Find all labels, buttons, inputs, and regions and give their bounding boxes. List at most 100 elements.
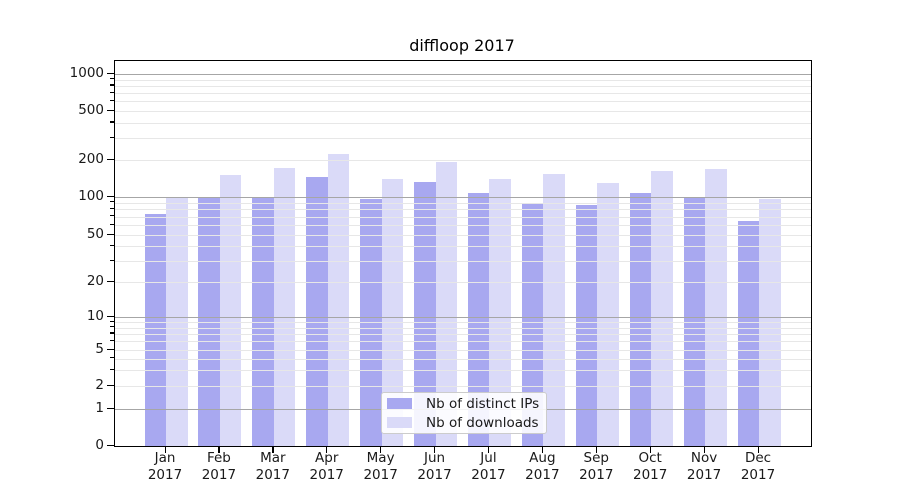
x-tick-label: Feb 2017: [179, 450, 259, 483]
bar-downloads: [543, 173, 565, 446]
x-tick-label-month: Apr: [315, 450, 339, 466]
major-gridline: [115, 74, 811, 75]
minor-gridline: [115, 209, 811, 211]
x-tick-label-year: 2017: [525, 466, 560, 483]
bar-distinct-ips: [414, 181, 436, 446]
y-minor-tick: [110, 91, 114, 93]
minor-gridline: [115, 79, 811, 81]
y-tick-label: 50: [86, 226, 104, 242]
x-tick-label-year: 2017: [363, 466, 398, 483]
major-gridline: [115, 317, 811, 318]
bar-distinct-ips: [306, 177, 328, 446]
x-tick-label-month: May: [366, 450, 395, 466]
y-minor-tick: [110, 223, 114, 225]
y-minor-tick: [110, 207, 114, 209]
minor-gridline: [115, 138, 811, 140]
y-tick: [107, 195, 114, 197]
x-tick-label: Mar 2017: [233, 450, 313, 483]
x-tick-label-month: Sep: [583, 450, 609, 466]
bar-downloads: [166, 197, 188, 446]
x-tick: [272, 446, 274, 453]
minor-gridline: [115, 282, 811, 283]
x-tick-label: Apr 2017: [287, 450, 367, 483]
minor-gridline: [115, 93, 811, 95]
x-tick: [541, 446, 544, 453]
bar-downloads: [705, 169, 727, 446]
minor-gridline: [115, 216, 811, 218]
y-tick-label: 100: [78, 188, 104, 204]
minor-gridline: [115, 350, 811, 351]
minor-gridline: [115, 246, 811, 248]
minor-gridline: [115, 111, 811, 112]
y-minor-tick: [110, 84, 114, 86]
legend-swatch-downloads: [387, 417, 412, 428]
bar-downloads: [219, 175, 242, 446]
y-tick-label: 10: [86, 308, 104, 324]
y-tick-label: 5: [95, 341, 104, 357]
x-tick: [218, 446, 220, 453]
x-tick-label-year: 2017: [632, 466, 668, 483]
minor-gridline: [115, 386, 811, 387]
minor-gridline: [115, 261, 811, 263]
bar-distinct-ips: [737, 220, 759, 446]
bar-downloads: [327, 154, 350, 446]
x-tick-label-year: 2017: [471, 466, 506, 483]
minor-gridline: [115, 327, 811, 329]
x-tick-label-year: 2017: [147, 466, 183, 483]
y-minor-tick: [110, 121, 114, 123]
y-minor-tick: [110, 233, 114, 235]
x-tick-label-month: Jun: [423, 450, 446, 466]
x-tick: [703, 446, 705, 453]
x-tick-label-month: Aug: [529, 450, 556, 466]
x-tick: [595, 446, 597, 453]
y-tick: [107, 444, 114, 446]
x-tick: [487, 446, 490, 453]
x-tick-label: Oct 2017: [610, 450, 690, 483]
y-tick-label: 2: [95, 377, 104, 393]
bar-distinct-ips: [629, 192, 652, 446]
minor-gridline: [115, 370, 811, 372]
y-minor-tick: [110, 320, 114, 322]
x-tick-label-month: Mar: [260, 450, 286, 466]
x-tick-label-month: Oct: [638, 450, 662, 466]
y-tick-label: 20: [86, 273, 104, 289]
x-tick-label-month: Dec: [744, 450, 772, 466]
x-tick-label: May 2017: [341, 450, 421, 483]
chart-title: diffloop 2017: [409, 36, 515, 55]
x-tick: [380, 446, 382, 453]
x-tick-label-year: 2017: [309, 466, 344, 483]
bar-downloads: [489, 178, 511, 446]
y-tick-label: 0: [95, 437, 104, 453]
major-gridline: [115, 197, 811, 198]
x-tick: [757, 446, 759, 453]
y-minor-tick: [110, 158, 114, 160]
x-tick: [326, 446, 328, 453]
y-minor-tick: [110, 78, 114, 80]
x-tick: [164, 446, 166, 453]
x-tick-label-year: 2017: [740, 466, 776, 483]
y-tick-label: 200: [78, 151, 104, 167]
y-minor-tick: [110, 109, 114, 111]
minor-gridline: [115, 160, 811, 161]
minor-gridline: [115, 225, 811, 226]
y-tick-label: 500: [78, 102, 104, 118]
y-tick: [107, 407, 114, 409]
x-tick-label-year: 2017: [579, 466, 614, 483]
bar-distinct-ips: [467, 192, 490, 446]
plot-area: [114, 60, 812, 447]
x-tick-label-month: Jan: [154, 450, 176, 466]
bar-downloads: [651, 170, 673, 446]
x-tick-label-year: 2017: [417, 466, 452, 483]
y-minor-tick: [110, 384, 114, 386]
y-minor-tick: [110, 280, 114, 282]
bar-downloads: [597, 183, 619, 446]
y-tick-label: 1000: [69, 65, 104, 81]
minor-gridline: [115, 85, 811, 87]
bar-distinct-ips: [683, 197, 706, 446]
x-tick-label-month: Jul: [480, 450, 497, 466]
bar-downloads: [381, 179, 404, 446]
y-minor-tick: [110, 136, 114, 138]
x-tick-label-year: 2017: [255, 466, 290, 483]
bar-distinct-ips: [144, 213, 166, 446]
